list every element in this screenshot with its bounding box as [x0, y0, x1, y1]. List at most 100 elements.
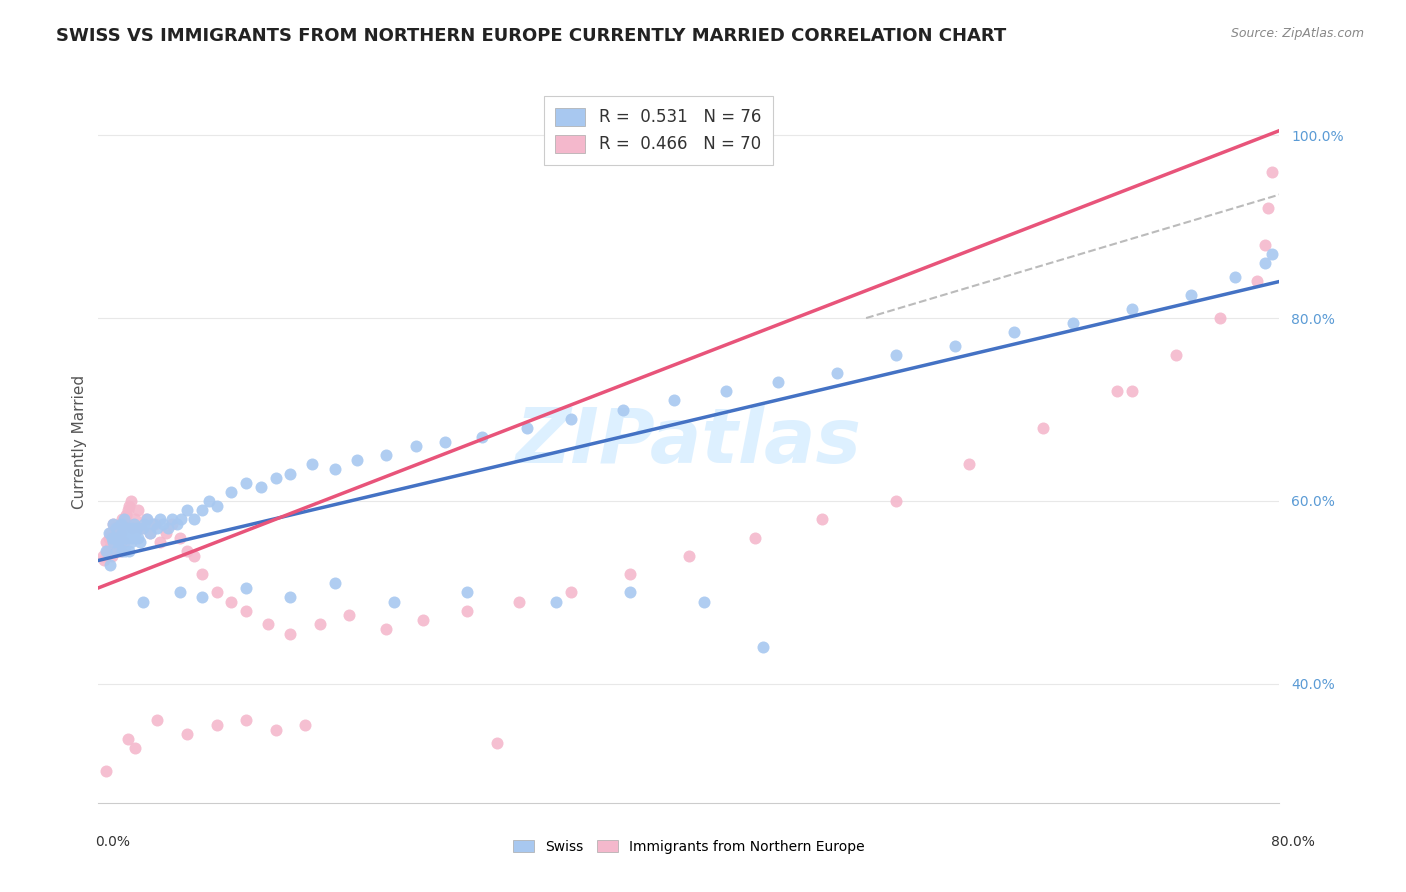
Point [309, 617, 332, 632]
Point [375, 622, 398, 636]
Point [97, 531, 120, 545]
Point [678, 549, 700, 563]
Point [382, 594, 405, 608]
Point [257, 617, 280, 632]
Point [943, 338, 966, 352]
Point [127, 531, 149, 545]
Point [104, 540, 127, 554]
Point [110, 516, 132, 531]
Point [1107, 384, 1129, 399]
Point [121, 531, 143, 545]
Point [1225, 269, 1247, 284]
Point [264, 471, 287, 485]
Point [135, 512, 157, 526]
Point [94, 535, 117, 549]
Point [108, 531, 131, 545]
Point [162, 512, 183, 526]
Point [105, 544, 128, 558]
Point [235, 714, 257, 728]
Point [111, 512, 134, 526]
Point [280, 626, 302, 640]
Point [114, 526, 136, 541]
Point [117, 503, 139, 517]
Point [108, 544, 131, 558]
Point [100, 531, 122, 545]
Point [884, 348, 907, 362]
Point [280, 467, 302, 481]
Point [162, 516, 183, 531]
Point [112, 512, 135, 526]
Point [1062, 316, 1084, 330]
Point [103, 544, 125, 558]
Point [93, 553, 115, 567]
Point [176, 544, 198, 558]
Point [124, 740, 146, 755]
Point [1121, 301, 1143, 316]
Point [176, 503, 198, 517]
Text: Source: ZipAtlas.com: Source: ZipAtlas.com [1230, 27, 1364, 40]
Point [280, 590, 302, 604]
Point [146, 714, 169, 728]
Point [235, 604, 257, 618]
Point [100, 549, 122, 563]
Point [1166, 348, 1188, 362]
Point [114, 544, 136, 558]
Point [323, 576, 346, 591]
Point [560, 411, 582, 425]
Point [152, 516, 174, 531]
Point [115, 508, 138, 522]
Point [752, 640, 775, 655]
Point [612, 402, 634, 417]
Point [105, 526, 128, 541]
Point [346, 453, 368, 467]
Point [103, 516, 125, 531]
Point [110, 526, 132, 541]
Point [139, 526, 162, 541]
Point [169, 585, 191, 599]
Point [1209, 311, 1232, 326]
Point [98, 558, 121, 572]
Point [110, 544, 132, 558]
Point [191, 590, 214, 604]
Point [693, 594, 716, 608]
Point [221, 594, 243, 608]
Text: SWISS VS IMMIGRANTS FROM NORTHERN EUROPE CURRENTLY MARRIED CORRELATION CHART: SWISS VS IMMIGRANTS FROM NORTHERN EUROPE… [56, 27, 1007, 45]
Point [120, 535, 142, 549]
Point [1257, 202, 1279, 216]
Point [112, 531, 135, 545]
Point [132, 521, 155, 535]
Point [143, 516, 166, 531]
Point [412, 613, 434, 627]
Point [94, 764, 117, 778]
Legend: R =  0.531   N = 76, R =  0.466   N = 70: R = 0.531 N = 76, R = 0.466 N = 70 [544, 95, 773, 165]
Point [121, 521, 143, 535]
Point [112, 535, 135, 549]
Point [1246, 275, 1268, 289]
Point [155, 526, 177, 541]
Point [129, 521, 152, 535]
Point [235, 475, 257, 490]
Point [117, 731, 139, 746]
Point [294, 718, 316, 732]
Point [323, 462, 346, 476]
Point [235, 581, 257, 595]
Point [516, 421, 538, 435]
Point [619, 567, 641, 582]
Point [111, 526, 134, 541]
Point [142, 516, 165, 531]
Point [619, 585, 641, 599]
Point [664, 393, 686, 408]
Point [183, 512, 205, 526]
Point [110, 535, 132, 549]
Point [191, 503, 214, 517]
Point [104, 531, 127, 545]
Point [149, 512, 172, 526]
Point [1121, 384, 1143, 399]
Point [128, 535, 150, 549]
Point [103, 516, 125, 531]
Point [1261, 247, 1284, 261]
Point [103, 531, 125, 545]
Point [810, 512, 832, 526]
Point [118, 544, 141, 558]
Point [105, 544, 128, 558]
